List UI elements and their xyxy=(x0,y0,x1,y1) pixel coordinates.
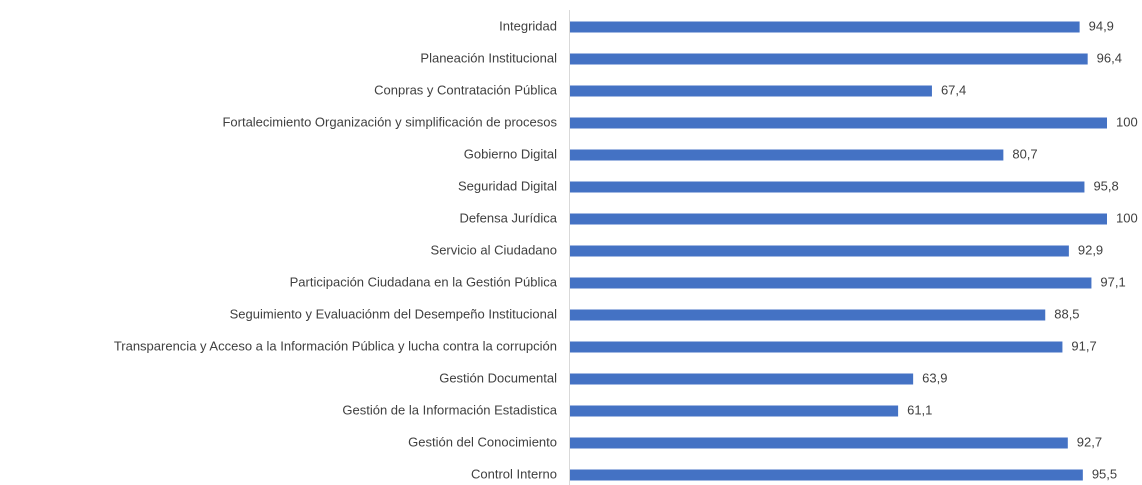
value-label: 67,4 xyxy=(941,82,966,97)
category-label: Defensa Jurídica xyxy=(459,210,557,225)
bar xyxy=(570,213,1107,225)
value-label: 92,7 xyxy=(1077,434,1102,449)
category-label: Fortalecimiento Organización y simplific… xyxy=(222,114,557,129)
category-label: Gobierno Digital xyxy=(464,146,557,161)
value-label: 61,1 xyxy=(907,402,932,417)
value-label: 95,5 xyxy=(1092,466,1117,481)
bar xyxy=(570,277,1092,289)
value-label: 95,8 xyxy=(1093,178,1118,193)
bar xyxy=(570,53,1088,65)
bar xyxy=(570,341,1063,353)
value-label: 96,4 xyxy=(1097,50,1122,65)
value-label: 63,9 xyxy=(922,370,947,385)
category-label: Gestión de la Información Estadistica xyxy=(342,402,557,417)
value-label: 100 xyxy=(1116,210,1138,225)
category-label: Servicio al Ciudadano xyxy=(431,242,557,257)
category-label: Gestión Documental xyxy=(439,370,557,385)
category-label: Seguimiento y Evaluaciónm del Desempeño … xyxy=(230,306,557,321)
category-label: Control Interno xyxy=(471,466,557,481)
bar xyxy=(570,309,1046,321)
category-label: Participación Ciudadana en la Gestión Pú… xyxy=(290,274,558,289)
bar xyxy=(570,373,914,385)
category-label: Planeación Institucional xyxy=(420,50,557,65)
bar xyxy=(570,85,932,97)
value-label: 92,9 xyxy=(1078,242,1103,257)
bar xyxy=(570,149,1004,161)
bar xyxy=(570,21,1080,33)
bar xyxy=(570,245,1069,257)
value-label: 100 xyxy=(1116,114,1138,129)
category-label: Integridad xyxy=(499,18,557,33)
value-label: 91,7 xyxy=(1071,338,1096,353)
bar xyxy=(570,117,1107,129)
bar xyxy=(570,405,899,417)
bar xyxy=(570,469,1083,481)
category-label: Conpras y Contratación Pública xyxy=(374,82,558,97)
bar xyxy=(570,437,1068,449)
value-label: 94,9 xyxy=(1089,18,1114,33)
category-label: Gestión del Conocimiento xyxy=(408,434,557,449)
bar xyxy=(570,181,1085,193)
value-label: 80,7 xyxy=(1012,146,1037,161)
category-label: Transparencia y Acceso a la Información … xyxy=(114,338,557,353)
value-label: 97,1 xyxy=(1100,274,1125,289)
value-label: 88,5 xyxy=(1054,306,1079,321)
category-label: Seguridad Digital xyxy=(458,178,557,193)
